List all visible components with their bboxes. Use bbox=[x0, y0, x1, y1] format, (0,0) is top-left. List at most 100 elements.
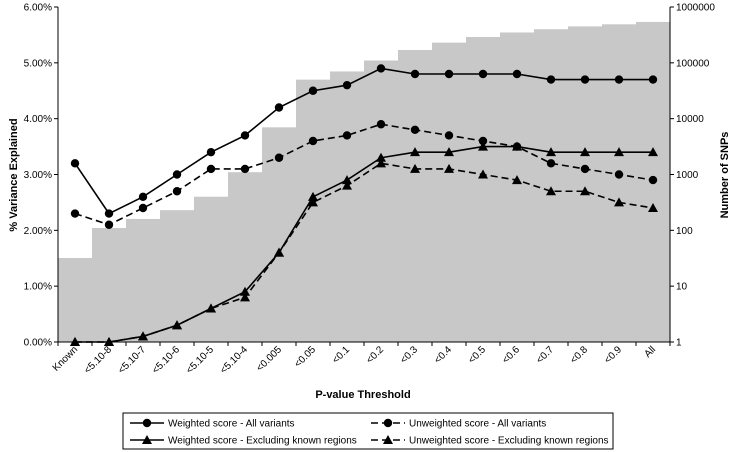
y-tick-label: 3.00% bbox=[24, 170, 52, 181]
data-point bbox=[546, 186, 556, 196]
legend-label: Weighted score - Excluding known regions bbox=[168, 436, 357, 447]
y-axis-title: % Variance Explained bbox=[8, 118, 20, 231]
data-point bbox=[206, 164, 216, 174]
data-point bbox=[376, 64, 386, 73]
legend-label: Unweighted score - All variants bbox=[409, 419, 546, 430]
data-point bbox=[614, 147, 624, 157]
x-tick-label: <0.1 bbox=[330, 344, 352, 366]
y-tick-label: 0.00% bbox=[24, 338, 52, 349]
series-line bbox=[74, 67, 653, 215]
data-point bbox=[478, 69, 488, 79]
data-point bbox=[240, 164, 250, 174]
data-point bbox=[580, 75, 590, 84]
x-tick-label: <0.8 bbox=[568, 344, 590, 366]
snp-bar bbox=[228, 172, 263, 342]
y-tick-label: 5.00% bbox=[24, 58, 52, 69]
axes bbox=[54, 6, 674, 346]
snp-bar bbox=[296, 79, 331, 342]
data-point bbox=[376, 152, 386, 162]
x-tick-label: <0.6 bbox=[500, 344, 522, 366]
data-point bbox=[376, 158, 386, 168]
data-point bbox=[342, 80, 352, 90]
data-point bbox=[138, 192, 148, 202]
snp-bar bbox=[330, 71, 365, 342]
x-tick-label: <0.7 bbox=[534, 344, 556, 366]
data-point bbox=[138, 203, 148, 213]
snp-bar bbox=[466, 37, 501, 343]
data-point bbox=[648, 147, 658, 157]
data-point bbox=[512, 141, 522, 151]
legend-label: Unweighted score - Excluding known regio… bbox=[409, 436, 609, 447]
data-point bbox=[138, 331, 148, 341]
data-point bbox=[410, 125, 420, 135]
data-point bbox=[648, 75, 658, 84]
legend-label: Weighted score - All variants bbox=[168, 419, 295, 430]
snp-bar bbox=[126, 218, 161, 342]
data-point bbox=[104, 209, 114, 218]
data-point bbox=[614, 170, 624, 179]
legend-marker bbox=[142, 435, 152, 444]
y2-tick-label: 1 bbox=[676, 338, 682, 349]
y2-tick-label: 10 bbox=[676, 282, 688, 293]
y2-tick-label: 100 bbox=[676, 226, 693, 237]
data-point bbox=[376, 120, 386, 129]
y2-tick-label: 1000000 bbox=[676, 3, 715, 14]
data-point bbox=[240, 292, 250, 302]
snp-bar bbox=[398, 49, 433, 342]
data-point bbox=[478, 169, 488, 179]
y2-tick-label: 1000 bbox=[676, 170, 699, 181]
x-tick-label: All bbox=[642, 344, 658, 360]
y-tick-label: 4.00% bbox=[24, 114, 52, 125]
x-tick-label: <5.10-4 bbox=[218, 344, 250, 376]
snp-bar bbox=[92, 228, 127, 342]
y-tick-label: 6.00% bbox=[24, 3, 52, 14]
data-point bbox=[206, 147, 216, 157]
x-tick-label: <5.10-5 bbox=[184, 344, 216, 376]
y-tick-label: 2.00% bbox=[24, 226, 52, 237]
data-point bbox=[444, 147, 454, 157]
data-point bbox=[274, 247, 284, 257]
snp-bar bbox=[58, 257, 93, 342]
y-tick-label: 1.00% bbox=[24, 282, 52, 293]
data-point bbox=[580, 147, 590, 157]
data-point bbox=[648, 203, 658, 212]
data-point bbox=[512, 175, 522, 185]
x-tick-label: <0.4 bbox=[432, 344, 454, 366]
data-point bbox=[70, 337, 80, 346]
data-point bbox=[648, 175, 658, 185]
y2-axis-title: Number of SNPs bbox=[719, 132, 731, 219]
data-point bbox=[342, 131, 352, 140]
data-point bbox=[512, 69, 522, 79]
data-point bbox=[342, 180, 352, 190]
data-point bbox=[308, 136, 318, 146]
legend: Weighted score - All variants Unweighted … bbox=[122, 412, 614, 450]
x-tick-label: <0.005 bbox=[255, 344, 285, 374]
x-axis-title: P-value Threshold bbox=[315, 389, 410, 401]
x-tick-label: <0.2 bbox=[364, 344, 386, 366]
series-line bbox=[75, 145, 653, 343]
data-point bbox=[274, 103, 284, 112]
x-tick-label: <5.10-6 bbox=[150, 344, 182, 376]
data-point bbox=[546, 75, 556, 84]
data-point bbox=[104, 337, 114, 346]
series-line bbox=[74, 123, 654, 226]
data-point bbox=[614, 75, 624, 84]
data-point bbox=[342, 175, 352, 185]
data-point bbox=[478, 141, 488, 151]
data-point bbox=[546, 159, 556, 168]
legend-marker bbox=[383, 435, 393, 444]
data-point bbox=[172, 187, 182, 196]
data-point bbox=[444, 131, 454, 140]
data-point bbox=[410, 69, 420, 79]
data-point bbox=[308, 191, 318, 201]
data-point bbox=[70, 209, 80, 218]
x-tick-label: <0.5 bbox=[466, 344, 488, 366]
snp-bar bbox=[568, 26, 603, 343]
x-tick-label: <0.05 bbox=[292, 344, 318, 370]
data-point bbox=[70, 159, 80, 168]
data-point bbox=[172, 320, 182, 330]
snp-bar bbox=[432, 42, 467, 342]
snp-bar bbox=[194, 196, 229, 342]
legend-marker bbox=[383, 418, 393, 428]
